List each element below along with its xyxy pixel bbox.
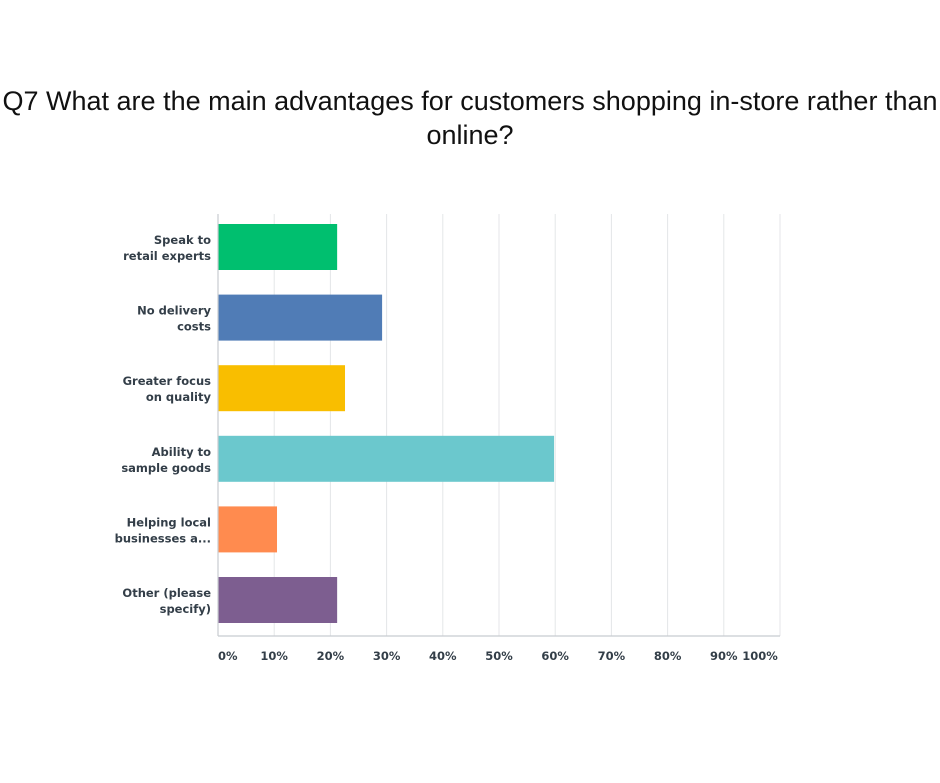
- bar: [218, 435, 555, 482]
- axes: [217, 214, 780, 637]
- x-tick-label: 100%: [742, 649, 778, 663]
- category-label: Other (please specify): [122, 586, 211, 616]
- bar: [218, 224, 338, 270]
- category-labels: Speak to retail experts No delivery costs Gr…: [115, 233, 212, 616]
- x-tick-label: 20%: [317, 649, 345, 663]
- x-tick-label: 10%: [260, 649, 288, 663]
- x-tick-label: 90%: [710, 649, 738, 663]
- bars: [218, 224, 555, 623]
- x-tick-labels: 0% 10% 20% 30% 40% 50% 60% 70% 80% 90% 100%: [218, 649, 778, 663]
- chart-title: Q7 What are the main advantages for cust…: [2, 86, 938, 150]
- x-tick-label: 40%: [429, 649, 457, 663]
- bar: [218, 506, 278, 553]
- bar: [218, 365, 346, 412]
- gridlines: [273, 214, 781, 636]
- category-label: Ability to sample goods: [121, 445, 211, 475]
- x-tick-label: 30%: [373, 649, 401, 663]
- category-label: Greater focus on quality: [123, 374, 212, 404]
- category-label: Speak to retail experts: [123, 233, 211, 263]
- x-tick-label: 60%: [541, 649, 569, 663]
- x-tick-label: 70%: [598, 649, 626, 663]
- category-label: No delivery costs: [137, 304, 211, 334]
- x-tick-label: 80%: [654, 649, 682, 663]
- x-tick-label: 0%: [218, 649, 238, 663]
- category-label: Helping local businesses a...: [115, 515, 211, 545]
- bar: [218, 294, 383, 341]
- bar: [218, 577, 338, 623]
- x-tick-label: 50%: [485, 649, 513, 663]
